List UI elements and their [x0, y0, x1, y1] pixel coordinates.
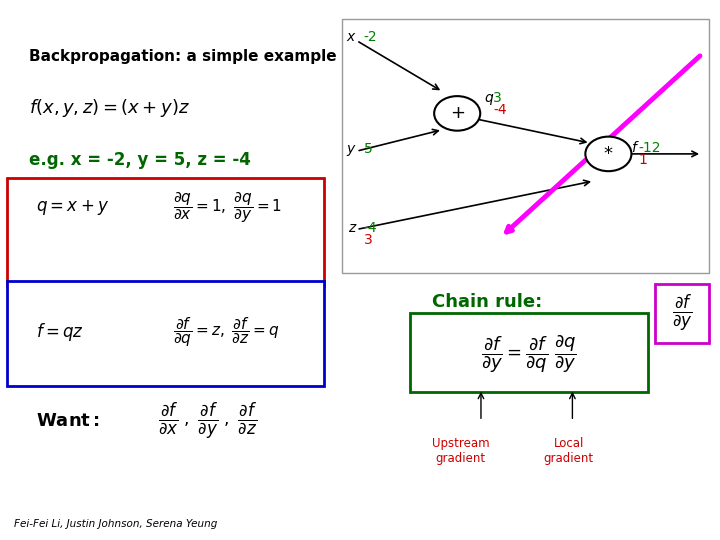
Text: +: +	[450, 104, 464, 123]
Text: $f = qz$: $f = qz$	[36, 321, 84, 343]
Text: q: q	[485, 91, 493, 105]
Text: f: f	[631, 141, 636, 156]
Text: $\dfrac{\partial f}{\partial y}$: $\dfrac{\partial f}{\partial y}$	[672, 293, 693, 333]
FancyBboxPatch shape	[7, 178, 324, 286]
Text: -4: -4	[364, 221, 377, 235]
Text: 1: 1	[639, 153, 647, 167]
Text: $\dfrac{\partial f}{\partial y} = \dfrac{\partial f}{\partial q}\ \dfrac{\partia: $\dfrac{\partial f}{\partial y} = \dfrac…	[481, 333, 577, 375]
Text: $\mathbf{Want:}$: $\mathbf{Want:}$	[36, 412, 100, 430]
Text: $\dfrac{\partial f}{\partial q} = z,\ \dfrac{\partial f}{\partial z} = q$: $\dfrac{\partial f}{\partial q} = z,\ \d…	[173, 315, 279, 349]
Text: Chain rule:: Chain rule:	[432, 293, 542, 312]
Text: x: x	[347, 30, 355, 44]
Text: Fei-Fei Li, Justin Johnson, Serena Yeung: Fei-Fei Li, Justin Johnson, Serena Yeung	[14, 519, 217, 529]
Text: $\dfrac{\partial f}{\partial x}\ ,\ \dfrac{\partial f}{\partial y}\ ,\ \dfrac{\p: $\dfrac{\partial f}{\partial x}\ ,\ \dfr…	[158, 401, 258, 441]
Text: Local
gradient: Local gradient	[544, 437, 594, 465]
FancyBboxPatch shape	[655, 284, 709, 343]
FancyBboxPatch shape	[7, 281, 324, 386]
Text: Backpropagation: a simple example: Backpropagation: a simple example	[29, 49, 336, 64]
Text: 3: 3	[364, 233, 372, 247]
Text: Upstream
gradient: Upstream gradient	[432, 437, 490, 465]
Text: 5: 5	[364, 142, 372, 156]
Text: -4: -4	[493, 103, 507, 117]
Text: e.g. x = -2, y = 5, z = -4: e.g. x = -2, y = 5, z = -4	[29, 151, 251, 169]
Text: $q = x + y$: $q = x + y$	[36, 198, 109, 218]
Text: $\dfrac{\partial q}{\partial x} = 1,\ \dfrac{\partial q}{\partial y} = 1$: $\dfrac{\partial q}{\partial x} = 1,\ \d…	[173, 191, 282, 225]
Circle shape	[434, 96, 480, 131]
Text: $f(x, y, z) = (x + y)z$: $f(x, y, z) = (x + y)z$	[29, 97, 189, 119]
Text: -12: -12	[639, 141, 661, 156]
Circle shape	[585, 137, 631, 171]
Text: *: *	[604, 145, 613, 163]
Text: z: z	[348, 221, 355, 235]
FancyBboxPatch shape	[410, 313, 648, 392]
FancyBboxPatch shape	[342, 19, 709, 273]
Text: -2: -2	[364, 30, 377, 44]
Text: y: y	[347, 142, 355, 156]
Text: 3: 3	[493, 91, 502, 105]
